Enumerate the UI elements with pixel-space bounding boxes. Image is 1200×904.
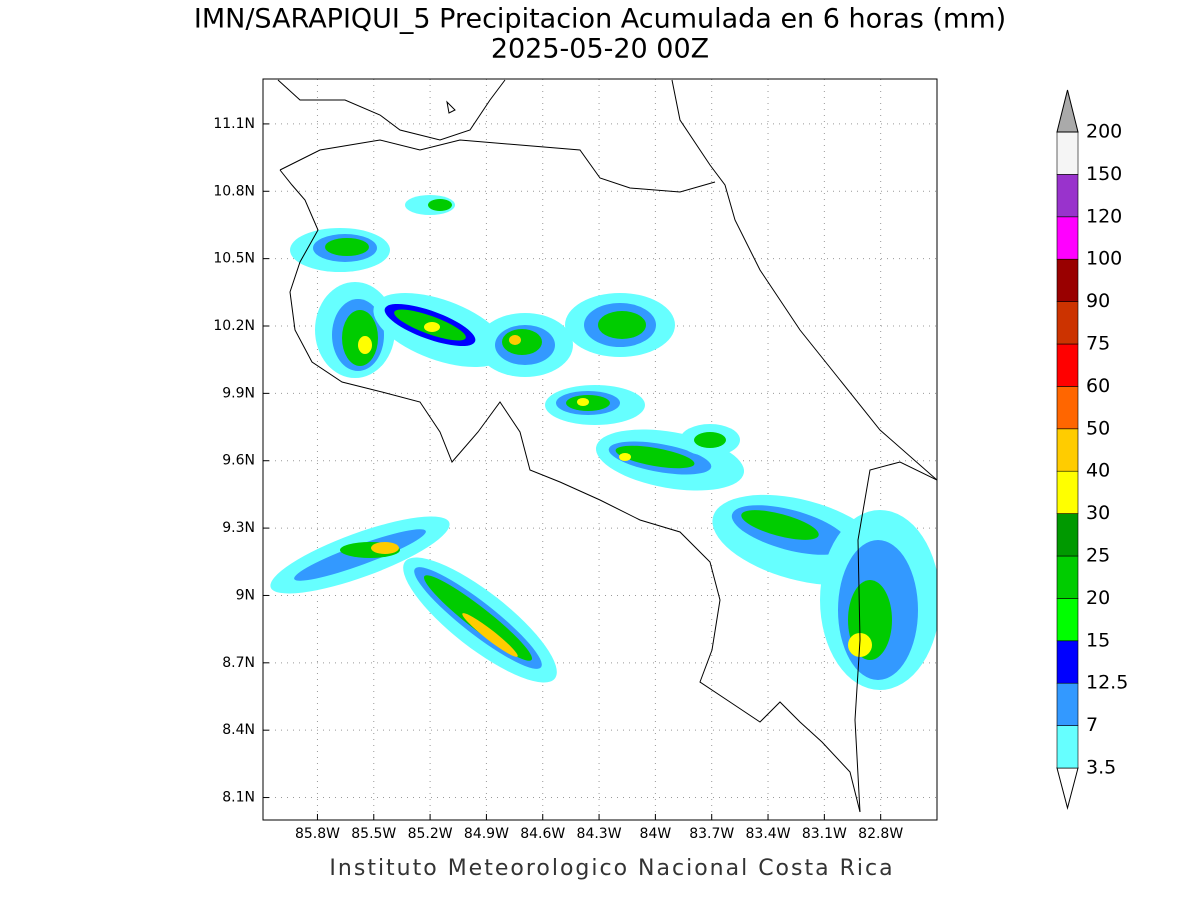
colorbar-label: 90 [1086, 290, 1110, 312]
colorbar-segment [1056, 386, 1079, 430]
colorbar-segment [1056, 640, 1079, 684]
subtitle: 2025-05-20 00Z [491, 34, 709, 65]
y-tick-label: 9.9N [222, 385, 255, 401]
colorbar-label: 40 [1086, 460, 1110, 482]
colorbar-label: 200 [1086, 121, 1122, 143]
x-tick-label: 83.1W [802, 826, 847, 842]
colorbar-segment [1056, 555, 1079, 599]
precipitation [270, 195, 937, 690]
y-tick-label: 8.4N [222, 722, 255, 738]
colorbar-label: 100 [1086, 248, 1122, 270]
colorbar-below [1056, 767, 1079, 810]
colorbar-segment [1056, 343, 1079, 387]
y-tick-label: 10.5N [213, 251, 255, 267]
colorbar-label: 30 [1086, 502, 1110, 524]
colorbar: 3.5 7 12.5 15 20 25 30 40 50 60 75 90 100 120 150 200 [1056, 89, 1128, 810]
colorbar-label: 15 [1086, 629, 1110, 651]
colorbar-segment [1056, 470, 1079, 514]
y-tick-label: 9.3N [222, 520, 255, 536]
colorbar-segment [1056, 301, 1079, 345]
colorbar-segment [1056, 131, 1079, 175]
colorbar-label: 3.5 [1086, 757, 1116, 779]
x-tick-label: 85.5W [351, 826, 396, 842]
colorbar-label: 60 [1086, 375, 1110, 397]
x-tick-label: 83.4W [746, 826, 791, 842]
map-frame [262, 78, 938, 821]
y-tick-label: 9N [236, 587, 255, 603]
footer: Instituto Meteorologico Nacional Costa R… [329, 856, 894, 881]
colorbar-label: 150 [1086, 163, 1122, 185]
y-tick-label: 10.2N [213, 318, 255, 334]
colorbar-label: 75 [1086, 333, 1110, 355]
colorbar-segment [1056, 216, 1079, 260]
colorbar-segment [1056, 682, 1079, 726]
colorbar-label: 50 [1086, 417, 1110, 439]
colorbar-label: 12.5 [1086, 672, 1128, 694]
y-tick-label: 11.1N [213, 116, 255, 132]
x-tick-label: 84.6W [520, 826, 565, 842]
y-tick-label: 8.7N [222, 655, 255, 671]
colorbar-segment [1056, 725, 1079, 769]
x-tick-label: 82.8W [858, 826, 903, 842]
x-tick-label: 84.9W [464, 826, 509, 842]
colorbar-above [1056, 89, 1079, 133]
colorbar-label: 25 [1086, 545, 1110, 567]
colorbar-segment [1056, 258, 1079, 302]
coastlines [277, 79, 937, 813]
y-tick-label: 9.6N [222, 453, 255, 469]
colorbar-segment [1056, 428, 1079, 472]
x-tick-label: 85.8W [295, 826, 340, 842]
y-tick-label: 10.8N [213, 183, 255, 199]
y-tick-label: 8.1N [222, 790, 255, 806]
colorbar-label: 20 [1086, 587, 1110, 609]
rain-cells [270, 195, 937, 690]
x-tick-label: 83.7W [689, 826, 734, 842]
x-tick-label: 85.2W [408, 826, 453, 842]
x-tick-label: 84.3W [577, 826, 622, 842]
colorbar-label: 7 [1086, 714, 1098, 736]
colorbar-label: 120 [1086, 205, 1122, 227]
x-tick-label: 84W [640, 826, 672, 842]
colorbar-segment [1056, 598, 1079, 642]
colorbar-segment [1056, 513, 1079, 557]
colorbar-segment [1056, 174, 1079, 218]
title: IMN/SARAPIQUI_5 Precipitacion Acumulada … [194, 4, 1006, 35]
